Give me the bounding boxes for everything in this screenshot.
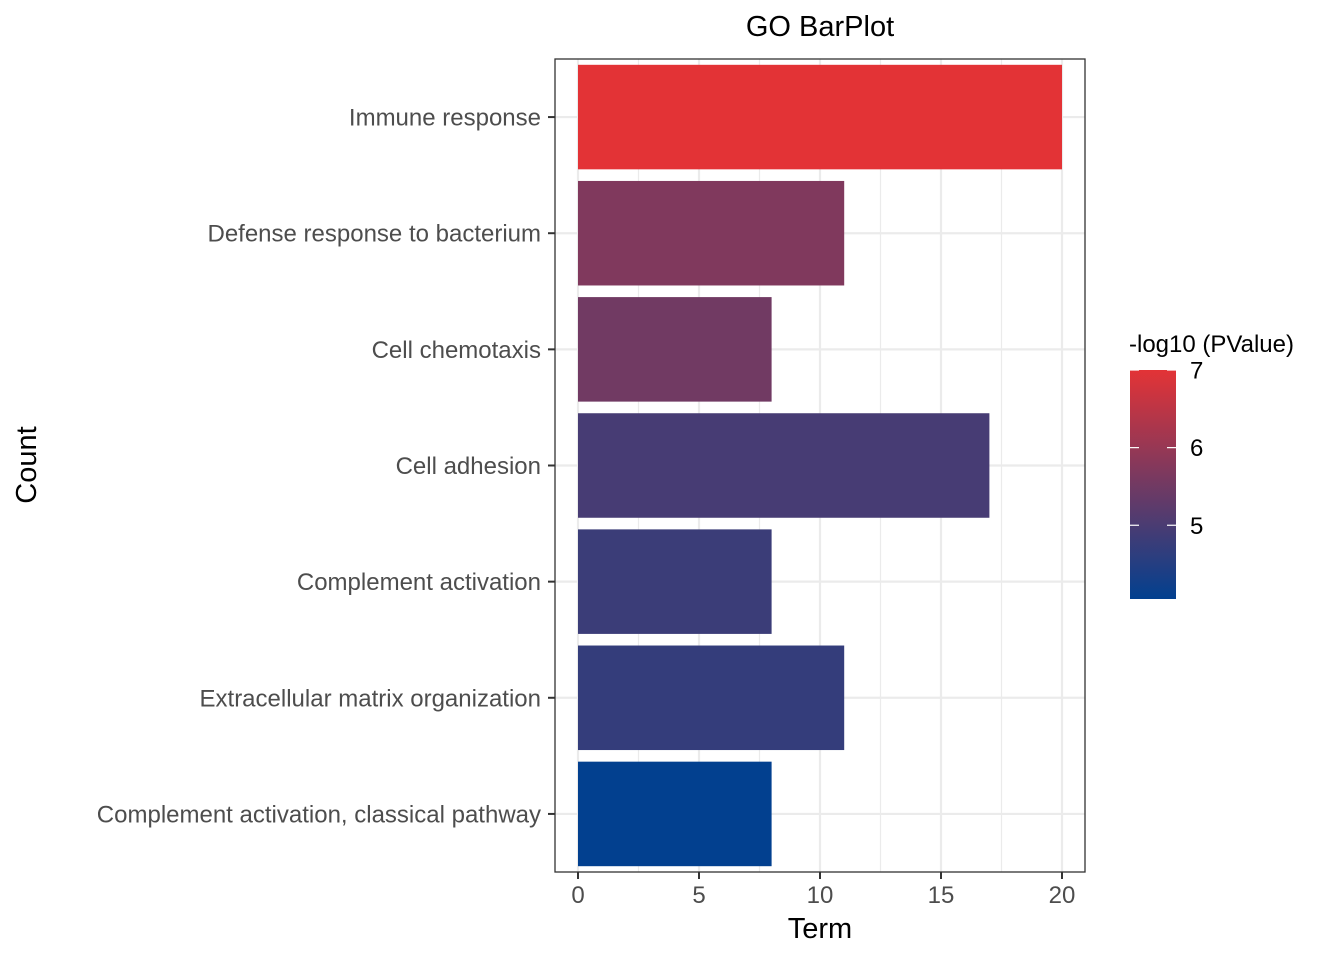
legend-ticks: 7 6 5 xyxy=(1130,358,1203,540)
bar xyxy=(578,413,990,518)
y-tick-label: Complement activation xyxy=(297,569,541,596)
legend-tick-label: 7 xyxy=(1190,358,1203,385)
bars xyxy=(578,64,1062,867)
y-tick-label: Complement activation, classical pathway xyxy=(97,801,541,828)
bar xyxy=(578,761,772,867)
x-tick-label: 15 xyxy=(928,882,955,909)
legend-title: -log10 (PValue) xyxy=(1129,331,1294,358)
bar xyxy=(578,297,772,402)
x-axis-ticks: 0 5 10 15 20 xyxy=(571,872,1075,909)
chart-title: GO BarPlot xyxy=(746,11,894,43)
bar xyxy=(578,180,845,286)
y-axis-ticks: Immune response Defense response to bacte… xyxy=(97,105,555,828)
y-tick-label: Extracellular matrix organization xyxy=(200,685,541,712)
color-legend: -log10 (PValue) 7 6 5 xyxy=(1129,331,1294,599)
x-tick-label: 10 xyxy=(807,882,834,909)
legend-tick-label: 5 xyxy=(1190,513,1203,540)
bar xyxy=(578,64,1062,170)
y-tick-label: Cell chemotaxis xyxy=(372,337,541,364)
bar xyxy=(578,645,845,751)
y-tick-label: Defense response to bacterium xyxy=(207,221,541,248)
y-axis-title: Count xyxy=(11,426,43,503)
bar xyxy=(578,529,772,634)
x-tick-label: 0 xyxy=(571,882,584,909)
x-axis-title: Term xyxy=(788,913,852,945)
legend-tick-label: 6 xyxy=(1190,435,1203,462)
x-tick-label: 20 xyxy=(1049,882,1076,909)
x-tick-label: 5 xyxy=(692,882,705,909)
y-tick-label: Immune response xyxy=(349,105,541,132)
y-tick-label: Cell adhesion xyxy=(396,453,541,480)
legend-colorbar xyxy=(1130,370,1176,599)
